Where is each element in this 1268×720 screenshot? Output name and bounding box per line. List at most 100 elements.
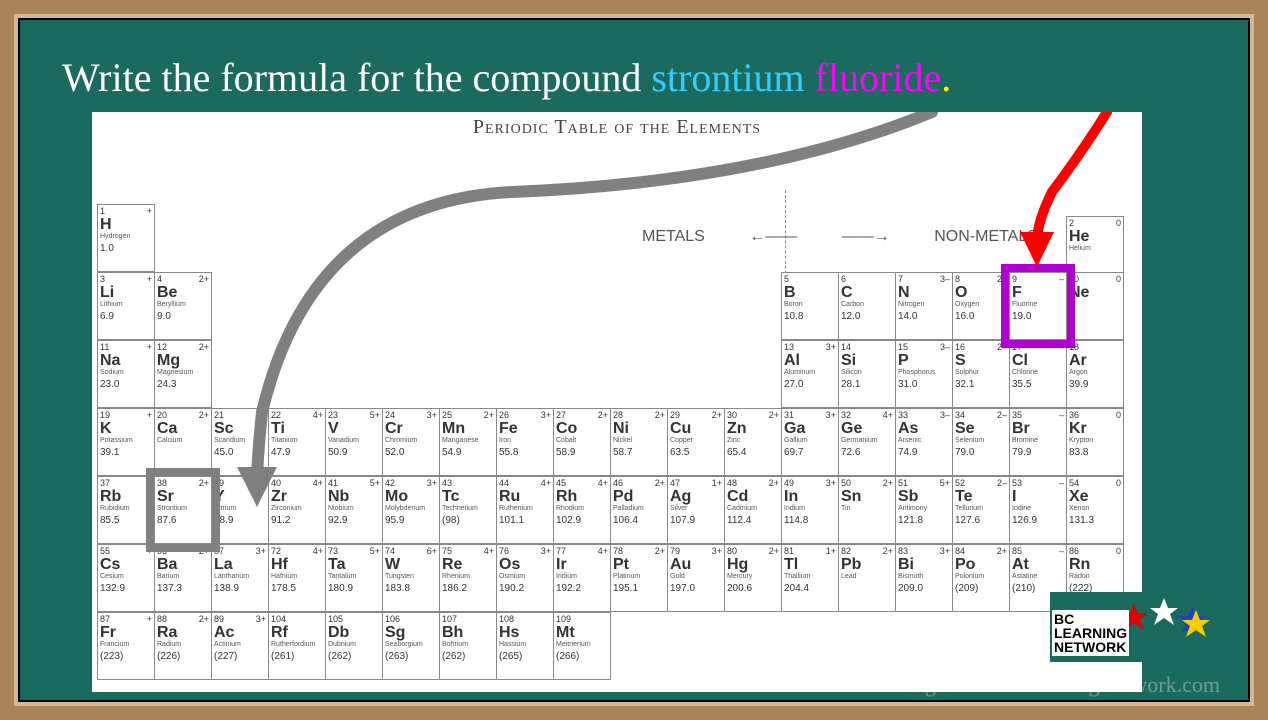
element-name: Sodium [100, 369, 152, 377]
symbol: Ba [157, 557, 209, 573]
symbol: Re [442, 557, 494, 573]
question-fluoride: fluoride [815, 55, 942, 100]
symbol: Db [328, 625, 380, 641]
charge: + [147, 342, 152, 352]
element-name: Astatine [1012, 573, 1064, 581]
symbol: Se [955, 421, 1007, 437]
symbol: Li [100, 285, 152, 301]
atomic-number: 56 [157, 546, 167, 556]
atomic-number: 106 [385, 614, 400, 624]
charge: 2+ [199, 478, 209, 488]
element-cell-fr: 87+FrFrancium(223) [97, 612, 155, 680]
atomic-number: 3 [100, 274, 105, 284]
element-name: Thallium [784, 573, 836, 581]
atomic-number: 19 [100, 410, 110, 420]
element-name: Tantalum [328, 573, 380, 581]
atomic-number: 57 [214, 546, 224, 556]
element-cell-h: 1+HHydrogen1.0 [97, 204, 155, 272]
element-name: Krypton [1069, 437, 1121, 445]
element-name: Mercury [727, 573, 779, 581]
atomic-number: 53 [1012, 478, 1022, 488]
atomic-mass: (227) [214, 651, 266, 662]
element-cell-ra: 882+RaRadium(226) [154, 612, 212, 680]
element-name: Rubidium [100, 505, 152, 513]
element-name: Radium [157, 641, 209, 649]
element-name: Actinium [214, 641, 266, 649]
charge: 2– [997, 478, 1007, 488]
atomic-mass: 88.9 [214, 515, 266, 526]
atomic-number: 108 [499, 614, 514, 624]
charge: 3+ [256, 546, 266, 556]
element-cell-na: 11+NaSodium23.0 [97, 340, 155, 408]
gray-arrow-to-strontium [162, 112, 942, 512]
element-cell-o: 82–OOxygen16.0 [952, 272, 1010, 340]
element-name: Seaborgium [385, 641, 437, 649]
element-name: Francium [100, 641, 152, 649]
atomic-number: 107 [442, 614, 457, 624]
charge: – [1059, 478, 1064, 488]
atomic-number: 38 [157, 478, 167, 488]
atomic-number: 87 [100, 614, 110, 624]
atomic-mass: 190.2 [499, 583, 551, 594]
charge: + [147, 614, 152, 624]
atomic-mass: (223) [100, 651, 152, 662]
atomic-number: 72 [271, 546, 281, 556]
charge: 2+ [199, 614, 209, 624]
symbol: W [385, 557, 437, 573]
element-name: Sulphur [955, 369, 1007, 377]
atomic-mass: 39.9 [1069, 379, 1121, 390]
symbol: Hf [271, 557, 323, 573]
symbol: Tl [784, 557, 836, 573]
atomic-mass: 102.9 [556, 515, 608, 526]
element-name: Gold [670, 573, 722, 581]
element-cell-li: 3+LiLithium6.9 [97, 272, 155, 340]
element-cell-hg: 802+HgMercury200.6 [724, 544, 782, 612]
charge: – [1059, 410, 1064, 420]
element-name: Bromine [1012, 437, 1064, 445]
charge: 2+ [655, 546, 665, 556]
atomic-mass: (262) [328, 651, 380, 662]
atomic-mass: 95.9 [385, 515, 437, 526]
periodic-table: Periodic Table of the Elements METALS ←—… [92, 112, 1142, 692]
element-name: Tungsten [385, 573, 437, 581]
atomic-mass: 91.2 [271, 515, 323, 526]
atomic-number: 17 [1012, 342, 1022, 352]
element-name: Meitnerium [556, 641, 608, 649]
atomic-number: 75 [442, 546, 452, 556]
element-name: Lithium [100, 301, 152, 309]
element-name: Iodine [1012, 505, 1064, 513]
credit-text: Darrol Colgur for BCLearningNetwork.com [830, 672, 1220, 698]
charge: 4+ [598, 546, 608, 556]
element-cell-au: 793+AuGold197.0 [667, 544, 725, 612]
symbol: Os [499, 557, 551, 573]
element-name: Bismuth [898, 573, 950, 581]
element-cell-sg: 106SgSeaborgium(263) [382, 612, 440, 680]
element-cell-ac: 893+AcActinium(227) [211, 612, 269, 680]
charge: + [147, 478, 152, 488]
charge: 5+ [370, 546, 380, 556]
atomic-number: 105 [328, 614, 343, 624]
atomic-number: 1 [100, 206, 105, 216]
symbol: Hg [727, 557, 779, 573]
element-cell-re: 754+ReRhenium186.2 [439, 544, 497, 612]
symbol: Te [955, 489, 1007, 505]
element-cell-hf: 724+HfHafnium178.5 [268, 544, 326, 612]
atomic-number: 84 [955, 546, 965, 556]
atomic-number: 109 [556, 614, 571, 624]
symbol: Cl [1012, 353, 1064, 369]
element-cell-cs: 55+CsCesium132.9 [97, 544, 155, 612]
symbol: Br [1012, 421, 1064, 437]
element-name: Bohrium [442, 641, 494, 649]
charge: 0 [1116, 546, 1121, 556]
element-cell-os: 763+OsOsmium190.2 [496, 544, 554, 612]
symbol: Au [670, 557, 722, 573]
atomic-mass: 209.0 [898, 583, 950, 594]
atomic-mass: 114.8 [784, 515, 836, 526]
logo-text: BC LEARNING NETWORK [1052, 610, 1129, 656]
atomic-number: 80 [727, 546, 737, 556]
symbol: Ir [556, 557, 608, 573]
atomic-number: 76 [499, 546, 509, 556]
atomic-number: 10 [1069, 274, 1079, 284]
charge: 3+ [712, 546, 722, 556]
atomic-mass: 19.0 [1012, 311, 1064, 322]
